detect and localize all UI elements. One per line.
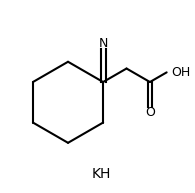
Text: OH: OH [171, 66, 191, 79]
Text: O: O [145, 106, 155, 119]
Text: N: N [98, 37, 108, 50]
Text: KH: KH [91, 167, 111, 181]
